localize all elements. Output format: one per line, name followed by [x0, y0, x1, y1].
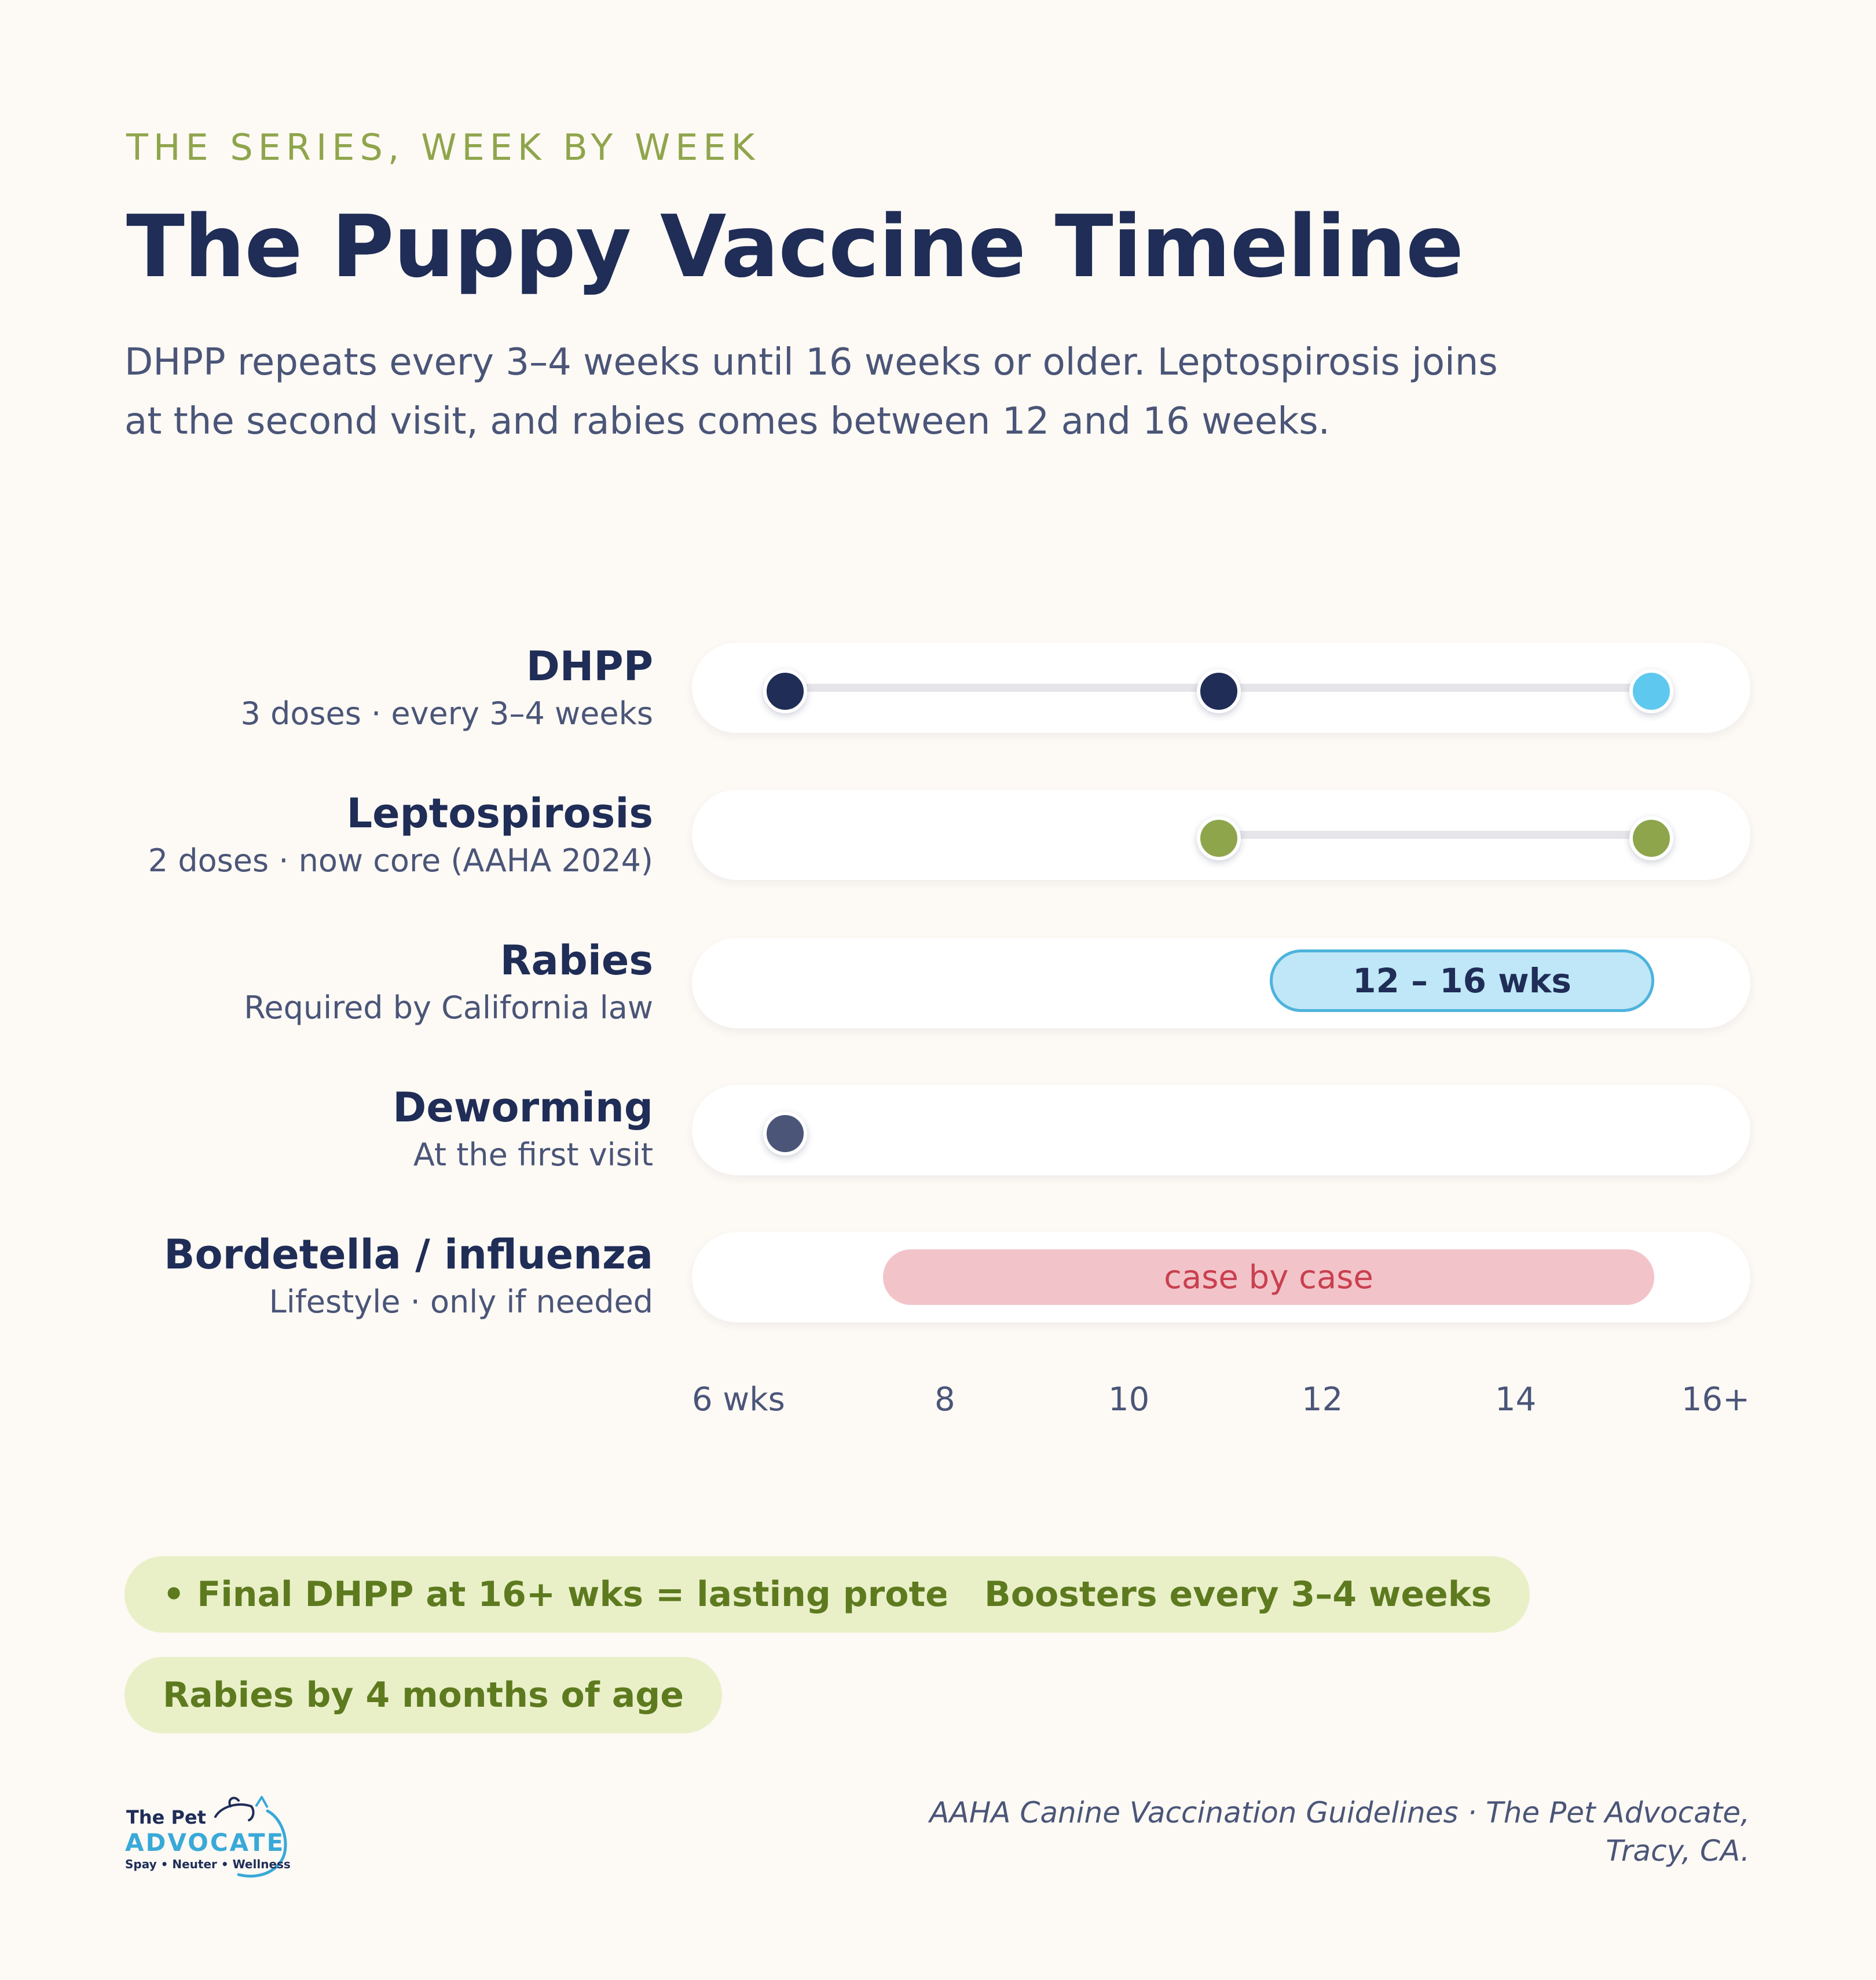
deworming-dot: [763, 1112, 807, 1156]
rabies-window-pill: 12 – 16 wks: [1270, 949, 1654, 1012]
page-title: The Puppy Vaccine Timeline: [126, 197, 1464, 296]
dhpp-dose-2-dot: [1197, 669, 1241, 713]
bordetella-range-pill: case by case: [883, 1249, 1654, 1305]
row-name: DHPP: [526, 643, 653, 690]
row-desc: Lifestyle · only if needed: [269, 1284, 653, 1320]
track-dhpp: [692, 643, 1750, 733]
row-desc: Required by California law: [244, 989, 653, 1026]
track-rabies: 12 – 16 wks: [692, 938, 1750, 1028]
axis-tick-16: 16+: [1681, 1381, 1750, 1418]
lepto-connector: [1219, 831, 1651, 839]
logo-pet-outline-icon: [214, 1796, 287, 1878]
lepto-dose-1-dot: [1197, 816, 1241, 860]
page-subtitle: DHPP repeats every 3–4 weeks until 16 we…: [124, 341, 1498, 443]
row-label-leptospirosis: Leptospirosis 2 doses · now core (AAHA 2…: [87, 789, 653, 881]
dhpp-dose-3-dot: [1629, 669, 1673, 713]
logo: The Pet ADVOCATE Spay • Neuter • Wellnes…: [123, 1794, 291, 1880]
axis-tick-6: 6 wks: [692, 1381, 785, 1418]
row-label-dhpp: DHPP 3 doses · every 3–4 weeks: [87, 641, 653, 734]
eyebrow: THE SERIES, WEEK BY WEEK: [126, 126, 760, 168]
row-name: Bordetella / influenza: [164, 1231, 653, 1278]
tag-rabies-age: Rabies by 4 months of age: [124, 1657, 722, 1733]
row-name: Leptospirosis: [346, 790, 653, 837]
row-name: Rabies: [500, 937, 653, 984]
row-desc: At the first visit: [413, 1136, 653, 1173]
tag-boosters: Boosters every 3–4 weeks: [946, 1556, 1530, 1633]
tag-final-dhpp: • Final DHPP at 16+ wks = lasting protec…: [124, 1556, 1085, 1633]
track-deworming: [692, 1085, 1750, 1175]
logo-line-1: The Pet: [126, 1806, 206, 1828]
source-citation: AAHA Canine Vaccination Guidelines · The…: [929, 1796, 1750, 1868]
dhpp-dose-1-dot: [763, 669, 807, 713]
row-label-bordetella: Bordetella / influenza Lifestyle · only …: [87, 1230, 653, 1322]
row-desc: 3 doses · every 3–4 weeks: [240, 695, 653, 732]
row-label-deworming: Deworming At the first visit: [87, 1083, 653, 1175]
lepto-dose-2-dot: [1629, 816, 1673, 860]
axis-tick-10: 10: [1108, 1381, 1150, 1418]
logo-line-2: ADVOCATE: [125, 1828, 285, 1857]
row-label-rabies: Rabies Required by California law: [87, 936, 653, 1028]
logo-tagline: Spay • Neuter • Wellness: [125, 1857, 291, 1871]
axis-tick-14: 14: [1495, 1381, 1537, 1418]
track-leptospirosis: [692, 790, 1750, 880]
axis-tick-8: 8: [935, 1381, 955, 1418]
row-name: Deworming: [393, 1084, 653, 1131]
track-bordetella: case by case: [692, 1232, 1750, 1322]
row-desc: 2 doses · now core (AAHA 2024): [148, 842, 653, 879]
axis-tick-12: 12: [1302, 1381, 1343, 1418]
